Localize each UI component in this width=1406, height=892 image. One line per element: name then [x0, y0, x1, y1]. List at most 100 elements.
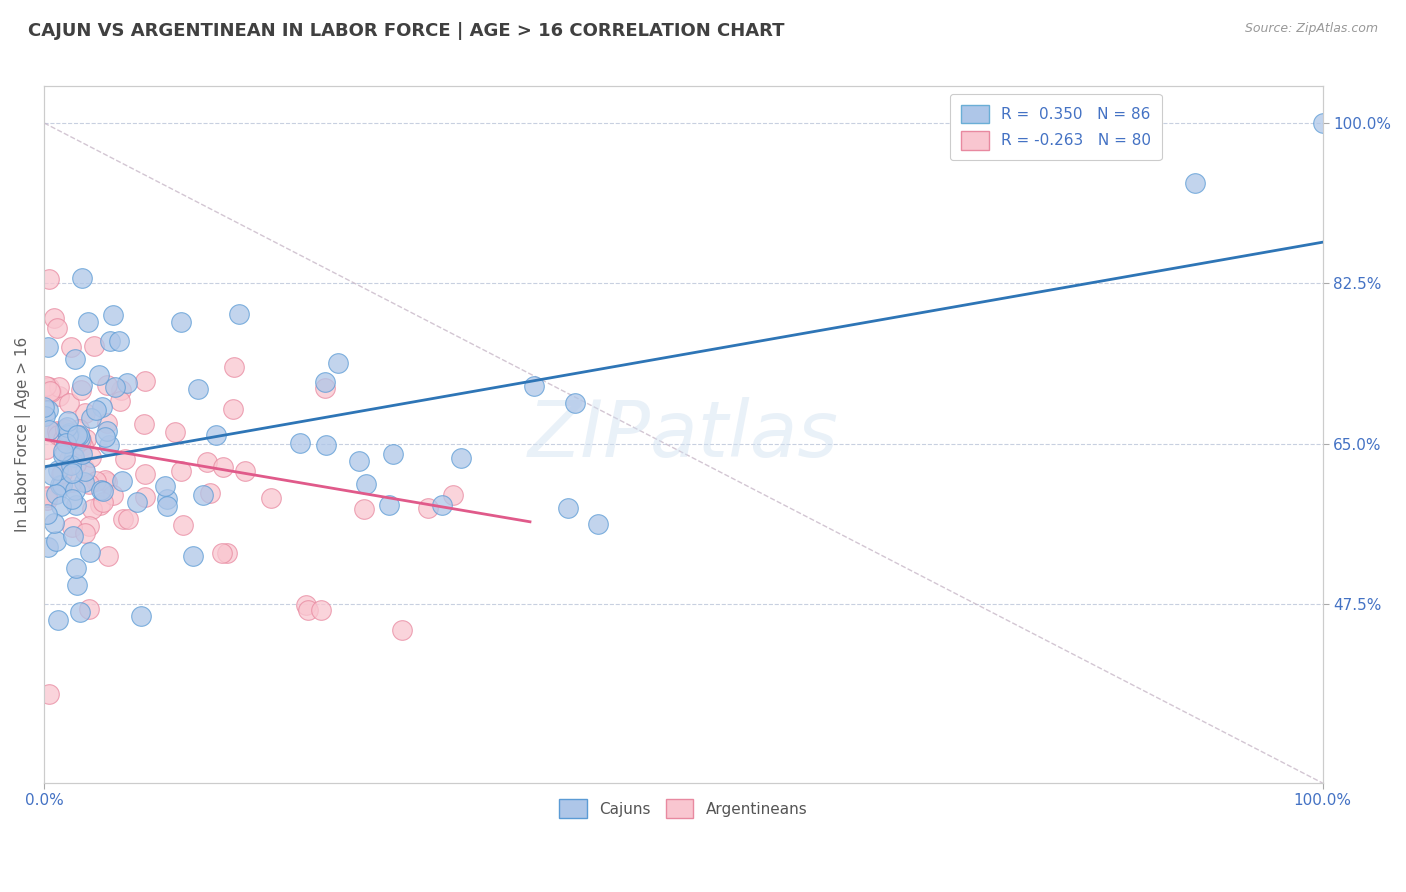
Point — [70, 271, 93, 285]
Point — [430, 499, 453, 513]
Point — [59, 340, 82, 354]
Point — [48, 380, 70, 394]
Point — [94, 473, 117, 487]
Point — [101, 488, 124, 502]
Text: ZIPatlas: ZIPatlas — [527, 397, 839, 473]
Point — [211, 460, 233, 475]
Point — [69, 431, 91, 445]
Point — [83, 339, 105, 353]
Point — [35, 492, 58, 507]
Point — [49, 467, 72, 482]
Point — [60, 466, 83, 480]
Point — [295, 598, 318, 612]
Point — [37, 540, 59, 554]
Point — [450, 451, 472, 466]
Point — [377, 498, 399, 512]
Point — [155, 479, 177, 493]
Point — [170, 315, 193, 329]
Point — [51, 466, 73, 480]
Point — [211, 546, 233, 560]
Point — [66, 428, 89, 442]
Point — [96, 475, 118, 490]
Point — [198, 485, 221, 500]
Point — [91, 495, 114, 509]
Point — [69, 434, 91, 448]
Point — [97, 549, 120, 563]
Point — [72, 439, 94, 453]
Point — [80, 411, 103, 425]
Point — [84, 403, 107, 417]
Point — [75, 433, 97, 447]
Point — [38, 384, 60, 398]
Point — [297, 603, 319, 617]
Point — [46, 463, 69, 477]
Point — [63, 352, 86, 367]
Point — [65, 560, 87, 574]
Point — [35, 490, 58, 504]
Point — [70, 378, 93, 392]
Point — [60, 458, 83, 472]
Point — [1184, 176, 1206, 190]
Point — [49, 500, 72, 514]
Point — [89, 498, 111, 512]
Point — [70, 447, 93, 461]
Point — [45, 533, 67, 548]
Point — [314, 381, 336, 395]
Point — [96, 377, 118, 392]
Point — [56, 420, 79, 434]
Point — [96, 424, 118, 438]
Point — [181, 549, 204, 563]
Point — [77, 519, 100, 533]
Point — [328, 356, 350, 370]
Point — [39, 425, 62, 439]
Point — [67, 427, 90, 442]
Point — [45, 320, 67, 334]
Point — [41, 467, 63, 482]
Point — [96, 416, 118, 430]
Point — [35, 379, 58, 393]
Point — [564, 396, 586, 410]
Point — [73, 475, 96, 489]
Point — [69, 605, 91, 619]
Point — [52, 443, 75, 458]
Point — [90, 483, 112, 497]
Point — [38, 379, 60, 393]
Point — [309, 603, 332, 617]
Point — [117, 512, 139, 526]
Point — [193, 488, 215, 502]
Point — [70, 383, 93, 397]
Point — [62, 529, 84, 543]
Point — [91, 401, 114, 415]
Point — [416, 500, 439, 515]
Point — [35, 489, 58, 503]
Point — [260, 491, 283, 505]
Point — [156, 499, 179, 513]
Point — [586, 517, 609, 532]
Point — [73, 526, 96, 541]
Point — [45, 487, 67, 501]
Point — [172, 518, 194, 533]
Point — [156, 491, 179, 506]
Point — [60, 475, 83, 490]
Point — [108, 394, 131, 409]
Point — [56, 428, 79, 442]
Point — [233, 465, 256, 479]
Point — [63, 483, 86, 497]
Point — [38, 687, 60, 701]
Point — [132, 417, 155, 431]
Point — [37, 340, 59, 354]
Point — [52, 448, 75, 462]
Y-axis label: In Labor Force | Age > 16: In Labor Force | Age > 16 — [15, 337, 31, 533]
Point — [58, 425, 80, 440]
Point — [46, 428, 69, 442]
Point — [110, 383, 132, 397]
Point — [38, 271, 60, 285]
Point — [104, 380, 127, 394]
Point — [46, 613, 69, 627]
Point — [441, 487, 464, 501]
Point — [62, 450, 84, 465]
Point — [224, 359, 246, 374]
Point — [288, 436, 311, 450]
Point — [91, 484, 114, 499]
Point — [48, 389, 70, 403]
